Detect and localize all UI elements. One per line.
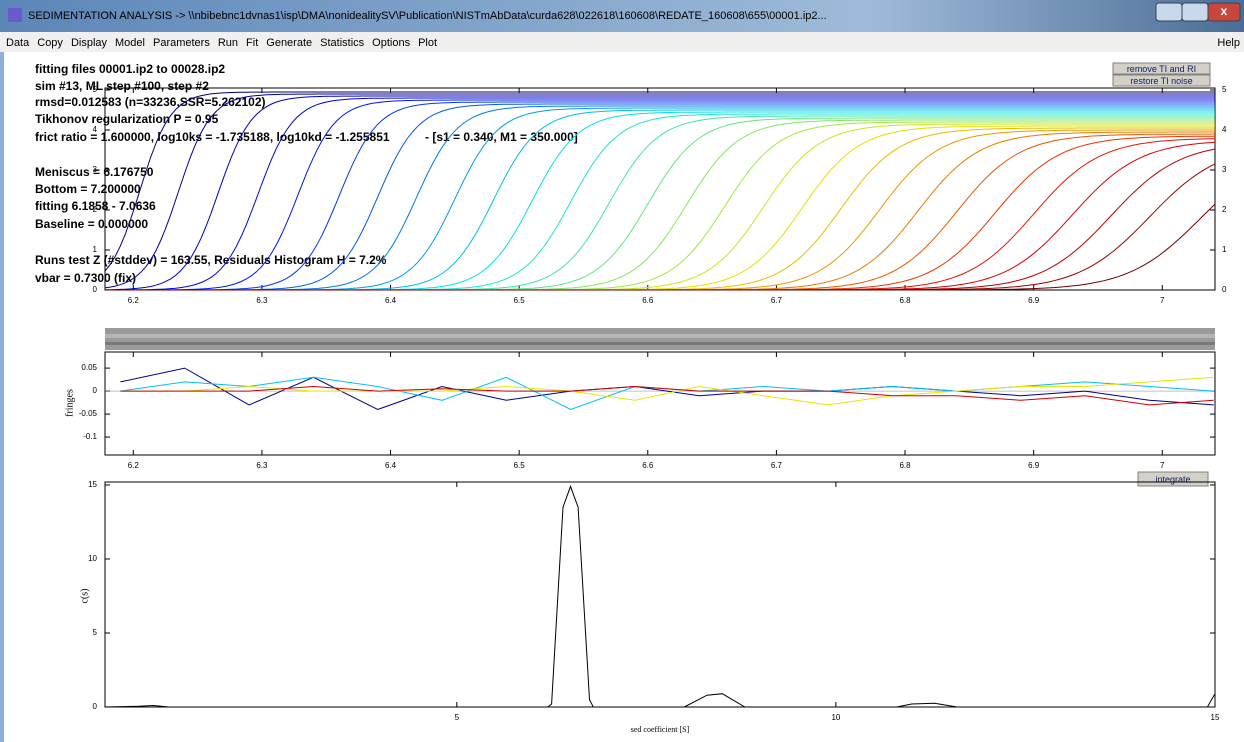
- button-label: restore TI noise: [1130, 76, 1192, 86]
- y-tick-label: 15: [88, 480, 97, 489]
- x-axis-label: sed coefficient [S]: [631, 725, 690, 734]
- y-axis-label: c(s): [79, 589, 90, 604]
- info-line: frict ratio = 1.600000, log10ks = -1.735…: [35, 130, 390, 144]
- menu-item[interactable]: Run: [218, 37, 238, 49]
- x-tick-label: 6.5: [514, 461, 526, 470]
- y-tick-label: 5: [93, 85, 98, 94]
- menu-item[interactable]: Display: [71, 37, 108, 49]
- y-tick-label: 0: [93, 386, 98, 395]
- menu-item[interactable]: Generate: [266, 37, 312, 49]
- x-tick-label: 7: [1160, 461, 1165, 470]
- x-tick-label: 6.4: [385, 296, 397, 305]
- x-tick-label: 6.6: [642, 296, 654, 305]
- menu-item[interactable]: Options: [372, 37, 410, 49]
- y-tick-label: 3: [93, 165, 98, 174]
- x-tick-label: 6.6: [642, 461, 654, 470]
- info-line: rmsd=0.012583 (n=33236,SSR=5.262102): [35, 95, 266, 109]
- y-tick-label: 2: [93, 205, 98, 214]
- info-line: Tikhonov regularization P = 0.95: [35, 112, 219, 126]
- info-line: fitting files 00001.ip2 to 00028.ip2: [35, 62, 225, 76]
- menu-item[interactable]: Copy: [37, 37, 63, 49]
- info-line: Bottom = 7.200000: [35, 182, 141, 196]
- screen: SEDIMENTATION ANALYSIS -> \\nbibebnc1dvn…: [0, 0, 1244, 742]
- y-tick-label: 5: [93, 628, 98, 637]
- noise-band: [105, 328, 1215, 350]
- menu-item[interactable]: Statistics: [320, 37, 365, 49]
- y-tick-label: 0: [1222, 285, 1227, 294]
- x-tick-label: 7: [1160, 296, 1165, 305]
- x-tick-label: 6.3: [256, 461, 268, 470]
- y-axis-label: fringes: [64, 389, 75, 417]
- x-tick-label: 15: [1211, 713, 1220, 722]
- menu-item[interactable]: Model: [115, 37, 145, 49]
- x-tick-label: 10: [831, 713, 840, 722]
- x-tick-label: 6.8: [899, 296, 911, 305]
- noise-band-stripe: [105, 334, 1215, 338]
- x-tick-label: 6.7: [771, 296, 783, 305]
- y-tick-label: 2: [1222, 205, 1227, 214]
- y-tick-label: 3: [1222, 165, 1227, 174]
- y-tick-label: 0.05: [81, 363, 97, 372]
- menu-item[interactable]: Data: [6, 37, 30, 49]
- x-tick-label: 6.3: [256, 296, 268, 305]
- menu-item[interactable]: Plot: [418, 37, 437, 49]
- y-tick-label: 0: [93, 702, 98, 711]
- x-tick-label: 6.9: [1028, 461, 1040, 470]
- y-tick-label: 0: [93, 285, 98, 294]
- x-tick-label: 6.7: [771, 461, 783, 470]
- x-tick-label: 5: [455, 713, 460, 722]
- app-icon: [8, 8, 22, 22]
- x-tick-label: 6.9: [1028, 296, 1040, 305]
- x-tick-label: 6.8: [899, 461, 911, 470]
- minimize-button[interactable]: [1156, 3, 1182, 21]
- window-border: [0, 52, 4, 742]
- info-line: sim #13, ML step #100, step #2: [35, 79, 209, 93]
- y-tick-label: 5: [1222, 85, 1227, 94]
- x-tick-label: 6.4: [385, 461, 397, 470]
- maximize-button[interactable]: [1182, 3, 1208, 21]
- y-tick-label: 1: [93, 245, 98, 254]
- x-tick-label: 6.2: [128, 296, 140, 305]
- y-tick-label: 4: [93, 125, 98, 134]
- close-glyph: x: [1221, 4, 1228, 18]
- info-line: vbar = 0.7300 (fix): [35, 271, 136, 285]
- y-tick-label: -0.05: [79, 409, 98, 418]
- y-tick-label: 10: [88, 554, 97, 563]
- info-line: Baseline = 0.000000: [35, 217, 148, 231]
- y-tick-label: 1: [1222, 245, 1227, 254]
- info-line: Runs test Z (#stddev) = 163.55, Residual…: [35, 253, 387, 267]
- menu-item[interactable]: Fit: [246, 37, 258, 49]
- button-label: remove TI and RI: [1127, 64, 1196, 74]
- y-tick-label: 4: [1222, 125, 1227, 134]
- menu-help[interactable]: Help: [1217, 37, 1240, 49]
- window-title: SEDIMENTATION ANALYSIS -> \\nbibebnc1dvn…: [28, 10, 827, 22]
- y-tick-label: -0.1: [83, 432, 97, 441]
- x-tick-label: 6.2: [128, 461, 140, 470]
- x-tick-label: 6.5: [514, 296, 526, 305]
- noise-band-stripe: [105, 342, 1215, 345]
- info-line: - [s1 = 0.340, M1 = 350.000]: [425, 130, 578, 144]
- button-label: integrate: [1155, 474, 1190, 484]
- menu-item[interactable]: Parameters: [153, 37, 210, 49]
